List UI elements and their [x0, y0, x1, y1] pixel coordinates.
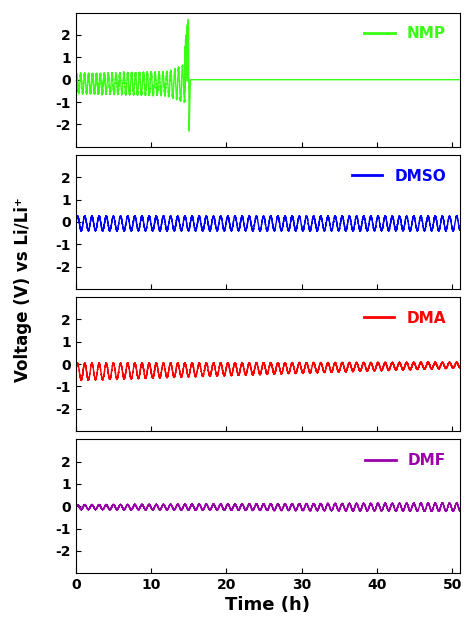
Legend: DMSO: DMSO — [346, 163, 452, 190]
Legend: DMF: DMF — [359, 447, 452, 474]
Text: Voltage (V) vs Li/Li⁺: Voltage (V) vs Li/Li⁺ — [14, 197, 32, 382]
Legend: DMA: DMA — [358, 305, 452, 332]
Legend: NMP: NMP — [358, 20, 452, 47]
X-axis label: Time (h): Time (h) — [225, 597, 310, 614]
